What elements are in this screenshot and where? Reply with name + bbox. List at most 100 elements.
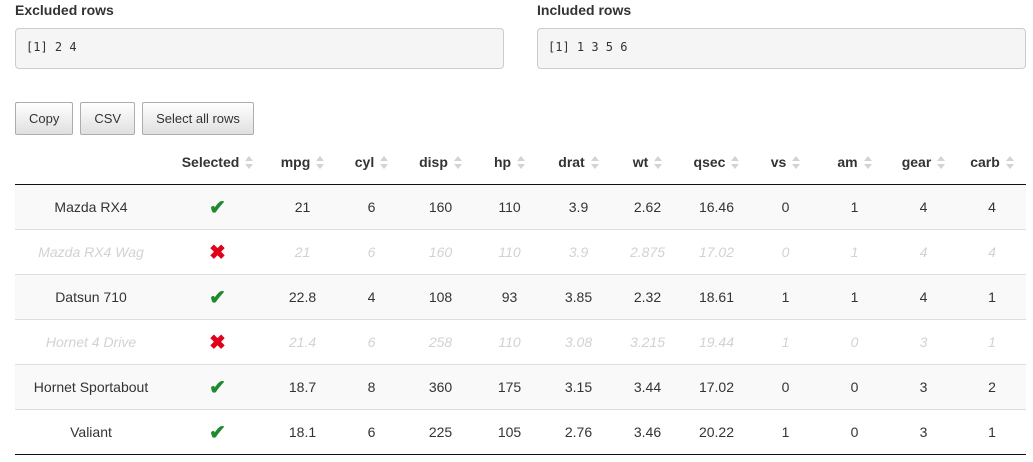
sort-icon[interactable] — [731, 156, 740, 170]
column-header-label: drat — [558, 153, 585, 170]
cell-hp: 110 — [475, 319, 544, 365]
cell-qsec: 17.02 — [682, 364, 751, 410]
table-body: Mazda RX4 ✔ 21 6 160 110 3.9 2.62 16.46 0 1 4 4 Mazda… — [15, 184, 1026, 455]
cell-qsec: 17.02 — [682, 229, 751, 275]
cell-qsec: 16.46 — [682, 184, 751, 230]
excluded-rows-label: Excluded rows — [15, 2, 114, 18]
cell-qsec: 20.22 — [682, 409, 751, 455]
cell-carb: 4 — [958, 184, 1026, 230]
cell-hp: 93 — [475, 274, 544, 320]
sort-icon[interactable] — [654, 156, 663, 170]
cell-hp: 110 — [475, 229, 544, 275]
sort-icon[interactable] — [517, 156, 526, 170]
column-header-disp[interactable]: disp — [406, 140, 475, 185]
cell-drat: 3.85 — [544, 274, 613, 320]
select-all-rows-button[interactable]: Select all rows — [142, 102, 254, 135]
cross-icon: ✖ — [209, 331, 226, 354]
cell-vs: 0 — [751, 184, 820, 230]
column-header-drat[interactable]: drat — [544, 140, 613, 185]
cell-disp: 160 — [406, 184, 475, 230]
column-header-label: carb — [970, 153, 1000, 170]
table-toolbar: Copy CSV Select all rows — [15, 102, 254, 135]
column-header-mpg[interactable]: mpg — [268, 140, 337, 185]
selected-cell[interactable]: ✖ — [167, 319, 268, 365]
sort-icon[interactable] — [863, 156, 872, 170]
sort-icon[interactable] — [937, 156, 946, 170]
row-name-cell: Hornet 4 Drive — [15, 319, 167, 365]
selected-cell[interactable]: ✔ — [167, 364, 268, 410]
cell-gear: 4 — [889, 229, 958, 275]
cell-disp: 258 — [406, 319, 475, 365]
cell-am: 1 — [820, 184, 889, 230]
column-header-am[interactable]: am — [820, 140, 889, 185]
cell-vs: 1 — [751, 319, 820, 365]
column-header-selected[interactable]: Selected — [167, 140, 268, 185]
cell-disp: 360 — [406, 364, 475, 410]
copy-button[interactable]: Copy — [15, 102, 74, 135]
sort-icon[interactable] — [590, 156, 599, 170]
cell-am: 1 — [820, 274, 889, 320]
column-header-carb[interactable]: carb — [958, 140, 1026, 185]
checkmark-icon: ✔ — [209, 286, 226, 309]
cross-icon: ✖ — [209, 241, 226, 264]
column-header-wt[interactable]: wt — [613, 140, 682, 185]
cell-cyl: 6 — [337, 319, 406, 365]
column-header-rownames — [15, 140, 167, 185]
cell-cyl: 4 — [337, 274, 406, 320]
column-header-label: Selected — [181, 153, 240, 170]
cell-carb: 1 — [958, 319, 1026, 365]
csv-button[interactable]: CSV — [80, 102, 136, 135]
cell-carb: 1 — [958, 274, 1026, 320]
cell-hp: 105 — [475, 409, 544, 455]
cell-mpg: 21 — [268, 184, 337, 230]
column-header-cyl[interactable]: cyl — [337, 140, 406, 185]
sort-icon[interactable] — [245, 156, 254, 170]
cell-wt: 2.875 — [613, 229, 682, 275]
cell-disp: 225 — [406, 409, 475, 455]
row-name-cell: Datsun 710 — [15, 274, 167, 320]
sort-icon[interactable] — [453, 156, 462, 170]
cell-cyl: 6 — [337, 409, 406, 455]
cell-carb: 2 — [958, 364, 1026, 410]
sort-icon[interactable] — [1005, 156, 1014, 170]
table-row[interactable]: Mazda RX4 Wag ✖ 21 6 160 110 3.9 2.875 17.02 0 1 4 4 — [15, 229, 1026, 275]
cell-carb: 1 — [958, 409, 1026, 455]
cell-am: 0 — [820, 364, 889, 410]
table-row[interactable]: Datsun 710 ✔ 22.8 4 108 93 3.85 2.32 18.61 1 1 4 1 — [15, 274, 1026, 320]
column-header-vs[interactable]: vs — [751, 140, 820, 185]
column-header-gear[interactable]: gear — [889, 140, 958, 185]
cell-am: 0 — [820, 409, 889, 455]
selected-cell[interactable]: ✔ — [167, 274, 268, 320]
column-header-qsec[interactable]: qsec — [682, 140, 751, 185]
selected-cell[interactable]: ✔ — [167, 409, 268, 455]
excluded-rows-output: [1] 2 4 — [15, 28, 504, 69]
table-row[interactable]: Mazda RX4 ✔ 21 6 160 110 3.9 2.62 16.46 0 1 4 4 — [15, 184, 1026, 230]
table-row[interactable]: Hornet Sportabout ✔ 18.7 8 360 175 3.15 3.44 17.… — [15, 364, 1026, 410]
row-name-cell: Valiant — [15, 409, 167, 455]
column-header-label: mpg — [280, 153, 311, 170]
cell-disp: 160 — [406, 229, 475, 275]
sort-icon[interactable] — [792, 156, 801, 170]
checkmark-icon: ✔ — [209, 376, 226, 399]
column-header-label: cyl — [354, 153, 375, 170]
column-header-hp[interactable]: hp — [475, 140, 544, 185]
cell-mpg: 21.4 — [268, 319, 337, 365]
cell-vs: 1 — [751, 409, 820, 455]
cell-wt: 2.32 — [613, 274, 682, 320]
cell-wt: 3.215 — [613, 319, 682, 365]
checkmark-icon: ✔ — [209, 421, 226, 444]
cell-hp: 110 — [475, 184, 544, 230]
table-row[interactable]: Valiant ✔ 18.1 6 225 105 2.76 3.46 20.22 1 0 3 1 — [15, 409, 1026, 455]
sort-icon[interactable] — [316, 156, 325, 170]
cell-mpg: 18.1 — [268, 409, 337, 455]
selected-cell[interactable]: ✖ — [167, 229, 268, 275]
table-row[interactable]: Hornet 4 Drive ✖ 21.4 6 258 110 3.08 3.215 19.44… — [15, 319, 1026, 365]
column-header-label: gear — [901, 153, 932, 170]
sort-icon[interactable] — [380, 156, 389, 170]
column-header-label: disp — [419, 153, 448, 170]
column-header-label: qsec — [693, 153, 726, 170]
selected-cell[interactable]: ✔ — [167, 184, 268, 230]
cell-wt: 2.62 — [613, 184, 682, 230]
included-rows-output: [1] 1 3 5 6 — [537, 28, 1026, 69]
cell-hp: 175 — [475, 364, 544, 410]
